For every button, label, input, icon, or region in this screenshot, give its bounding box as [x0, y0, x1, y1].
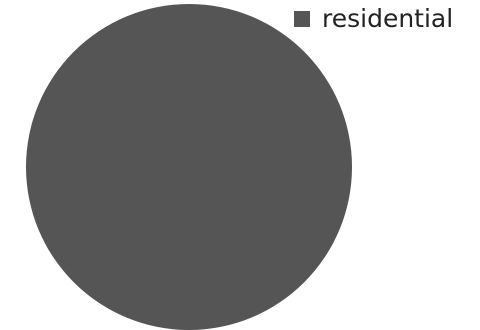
legend-label: residential	[322, 4, 454, 33]
legend-swatch	[294, 11, 310, 27]
pie-slice-residential	[26, 4, 352, 330]
legend: residential	[294, 4, 453, 34]
legend-item-residential: residential	[294, 4, 453, 34]
